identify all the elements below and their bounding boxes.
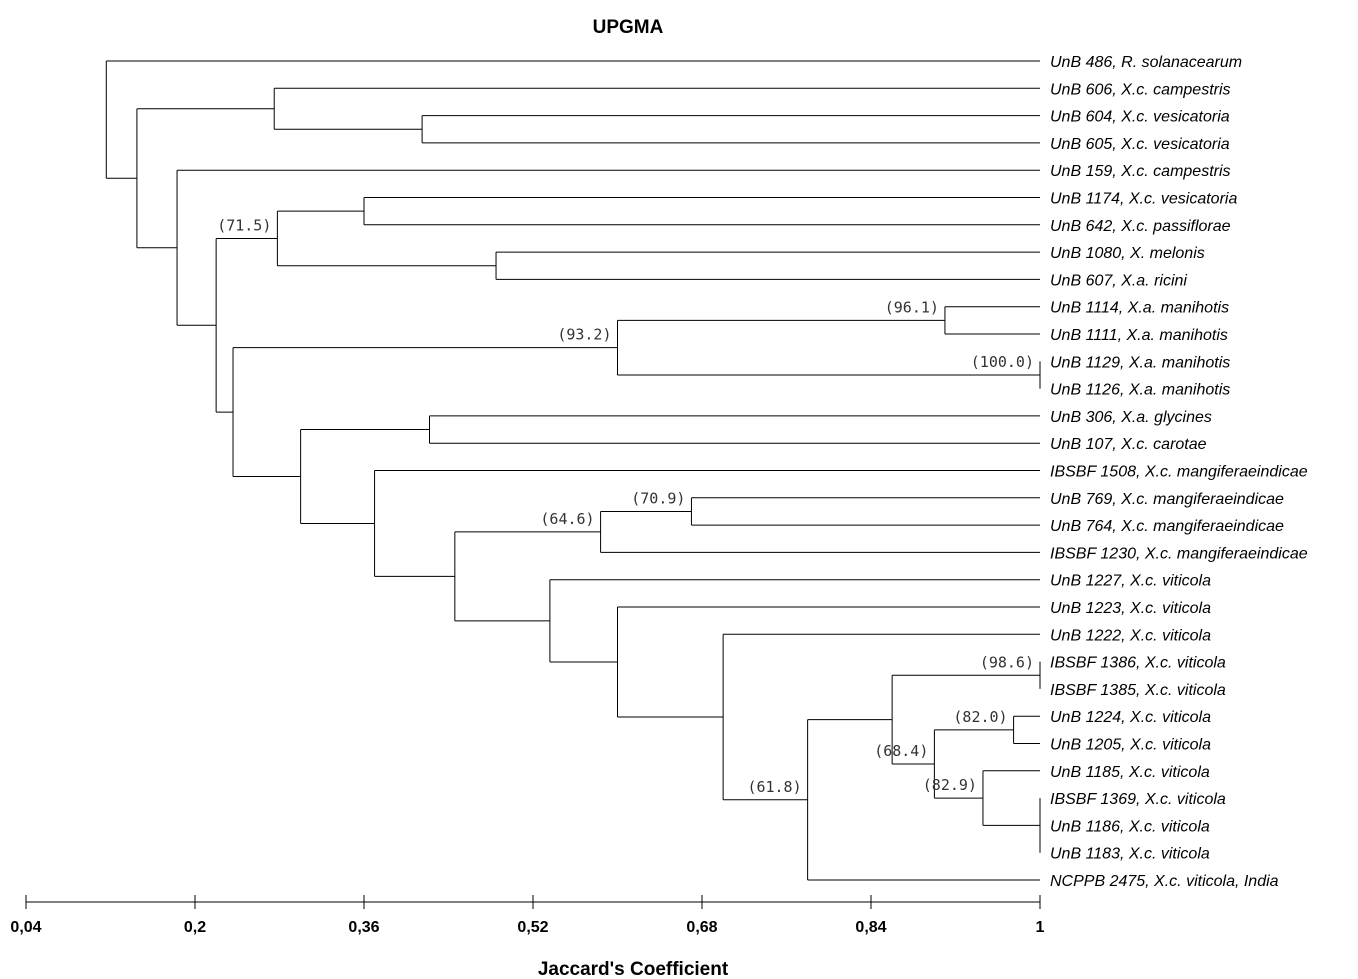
leaf-label: IBSBF 1385, X.c. viticola [1050,682,1226,699]
leaf-label: UnB 107, X.c. carotae [1050,436,1207,453]
leaf-label: UnB 1223, X.c. viticola [1050,600,1211,617]
tick-label: 0,52 [517,919,548,936]
leaf-label: UnB 306, X.a. glycines [1050,409,1212,426]
leaf-label: UnB 1129, X.a. manihotis [1050,354,1230,371]
bootstrap-value: (82.9) [923,776,977,794]
x-axis-label: Jaccard's Coefficient [538,959,729,979]
tick-label: 0,04 [10,919,41,936]
leaf-label: UnB 1080, X. melonis [1050,245,1205,262]
leaf-label: UnB 769, X.c. mangiferaeindicae [1050,491,1284,508]
tick-label: 0,84 [855,919,886,936]
leaf-label: UnB 642, X.c. passiflorae [1050,218,1231,235]
leaf-label: UnB 486, R. solanacearum [1050,54,1242,71]
leaf-label: UnB 604, X.c. vesicatoria [1050,109,1230,126]
leaf-label: IBSBF 1369, X.c. viticola [1050,791,1226,808]
bootstrap-labels: (71.5) (96.1) (100.0) (93.2) (70.9) (64.6) (98… [217,216,1034,795]
leaf-label: UnB 1227, X.c. viticola [1050,573,1211,590]
leaf-label: UnB 606, X.c. campestris [1050,81,1231,98]
chart-title: UPGMA [593,17,664,38]
leaf-label: UnB 1174, X.c. vesicatoria [1050,191,1237,208]
leaf-label: UnB 1185, X.c. viticola [1050,764,1210,781]
bootstrap-value: (93.2) [557,326,611,344]
x-axis: 0,04 0,2 0,36 0,52 0,68 0,84 1 [10,895,1045,936]
leaf-label: IBSBF 1386, X.c. viticola [1050,655,1226,672]
leaf-label: UnB 1186, X.c. viticola [1050,818,1210,835]
leaf-label: UnB 605, X.c. vesicatoria [1050,136,1230,153]
leaf-label: UnB 1224, X.c. viticola [1050,709,1211,726]
bootstrap-value: (61.8) [747,778,801,796]
leaf-label: UnB 764, X.c. mangiferaeindicae [1050,518,1284,535]
leaf-label: UnB 1183, X.c. viticola [1050,846,1210,863]
dendrogram-tree [105,60,1041,881]
bootstrap-value: (68.4) [874,742,928,760]
leaf-label: UnB 1111, X.a. manihotis [1050,327,1228,344]
leaf-label: UnB 1222, X.c. viticola [1050,627,1211,644]
bootstrap-value: (98.6) [980,653,1034,671]
leaf-labels: UnB 486, R. solanacearum UnB 606, X.c. ca… [1050,54,1308,890]
bootstrap-value: (96.1) [885,298,939,316]
tick-label: 0,2 [184,919,206,936]
tick-label: 0,36 [348,919,379,936]
leaf-label: UnB 1126, X.a. manihotis [1050,382,1230,399]
leaf-label: IBSBF 1508, X.c. mangiferaeindicae [1050,464,1308,481]
leaf-label: UnB 1205, X.c. viticola [1050,737,1211,754]
bootstrap-value: (71.5) [217,216,271,234]
tick-label: 1 [1036,919,1045,936]
leaf-label: IBSBF 1230, X.c. mangiferaeindicae [1050,545,1308,562]
leaf-label: UnB 607, X.a. ricini [1050,272,1187,289]
bootstrap-value: (70.9) [631,489,685,507]
leaf-label: UnB 1114, X.a. manihotis [1050,300,1229,317]
leaf-label: NCPPB 2475, X.c. viticola, India [1050,873,1279,890]
bootstrap-value: (64.6) [540,510,594,528]
bootstrap-value: (82.0) [953,708,1007,726]
leaf-label: UnB 159, X.c. campestris [1050,163,1231,180]
bootstrap-value: (100.0) [971,353,1034,371]
tick-label: 0,68 [686,919,717,936]
